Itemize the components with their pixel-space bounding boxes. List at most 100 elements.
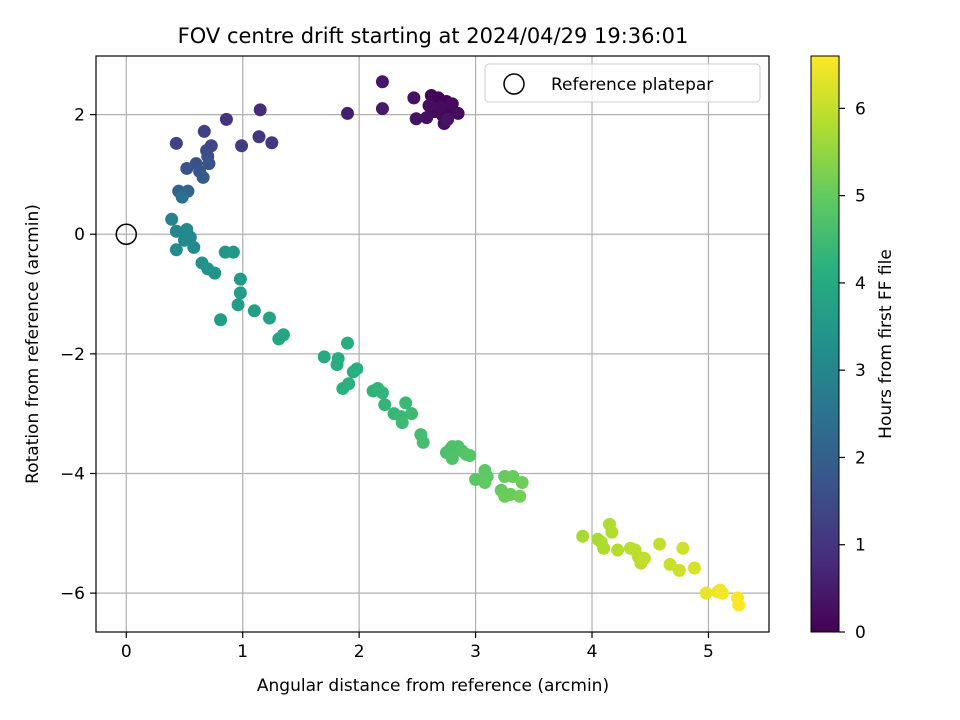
data-point [422,99,436,113]
data-point [336,382,350,396]
data-point [672,563,686,577]
data-point [226,245,240,259]
y-axis-ticks: −6 −4 −2 0 2 [60,106,96,604]
data-point [231,298,245,312]
data-point [375,386,389,400]
y-axis-label: Rotation from reference (arcmin) [23,204,43,484]
x-tick-label: 3 [470,642,481,662]
data-point [187,240,201,254]
data-point [276,328,290,342]
x-tick-label: 1 [237,642,248,662]
data-point [175,190,189,204]
data-point [653,537,667,551]
colorbar: 0 1 2 3 4 5 6 Hours from first FF file [810,55,896,643]
data-point [441,112,455,126]
data-point [451,106,465,120]
x-tick-label: 5 [703,642,714,662]
data-point [663,557,677,571]
data-point [463,449,477,463]
data-point [576,529,590,543]
data-point [253,103,267,117]
data-point [169,136,183,150]
data-point [169,243,183,257]
data-point [605,525,619,539]
data-point [498,489,512,503]
data-point [445,452,459,466]
data-point [341,336,355,350]
data-point [177,233,191,247]
data-points [165,75,746,612]
data-point [317,350,331,364]
data-point [434,100,448,114]
x-tick-label: 4 [587,642,598,662]
y-tick-label: 2 [74,106,85,126]
y-tick-label: −2 [60,345,85,365]
data-point [197,124,211,138]
data-point [405,407,419,421]
y-tick-label: −4 [60,464,85,484]
data-point [424,88,438,102]
colorbar-tick-label: 4 [855,274,866,294]
colorbar-gradient [810,55,840,633]
data-point [506,469,520,483]
data-point [235,139,249,153]
data-point [420,111,434,125]
data-point [732,598,746,612]
data-point [262,311,276,325]
data-point [247,304,261,318]
data-point [687,561,701,575]
data-point [515,475,529,489]
colorbar-ticks: 0 1 2 3 4 5 6 [839,99,866,643]
x-axis-ticks: 0 1 2 3 4 5 [121,632,714,662]
data-point [637,551,651,565]
data-point [165,212,179,226]
data-point [233,286,247,300]
data-point [214,313,228,327]
colorbar-label: Hours from first FF file [876,249,896,439]
grid [96,56,769,632]
data-point [399,396,413,410]
data-point [611,543,625,557]
data-point [395,416,409,430]
chart-title: FOV centre drift starting at 2024/04/29 … [178,24,689,48]
data-point [416,435,430,449]
legend: Reference platepar [484,63,761,103]
data-point [208,266,222,280]
data-point [597,541,611,555]
data-point [699,586,713,600]
colorbar-tick-label: 5 [855,187,866,207]
data-point [169,224,183,238]
x-tick-label: 2 [354,642,365,662]
data-point [233,272,247,286]
data-point [219,112,233,126]
legend-marker-icon [503,73,525,95]
data-point [202,157,216,171]
colorbar-tick-label: 2 [855,448,866,468]
data-point [378,398,392,412]
data-point [513,489,527,503]
data-point [445,97,459,111]
data-point [407,91,421,105]
x-axis-label: Angular distance from reference (arcmin) [257,676,609,696]
data-point [180,161,194,175]
data-point [196,170,210,184]
colorbar-tick-label: 1 [855,536,866,556]
data-point [375,75,389,89]
data-point [409,112,423,126]
data-point [676,541,690,555]
y-tick-label: 0 [74,225,85,245]
legend-box [484,63,761,103]
data-point [341,106,355,120]
x-tick-label: 0 [121,642,132,662]
legend-label: Reference platepar [551,75,713,95]
reference-platepar-marker [115,223,138,245]
colorbar-tick-label: 6 [855,99,866,119]
y-tick-label: −6 [60,584,85,604]
data-point [265,136,279,150]
data-point [375,102,389,116]
colorbar-tick-label: 0 [855,623,866,643]
data-point [478,475,492,489]
plot-frame [95,55,770,633]
